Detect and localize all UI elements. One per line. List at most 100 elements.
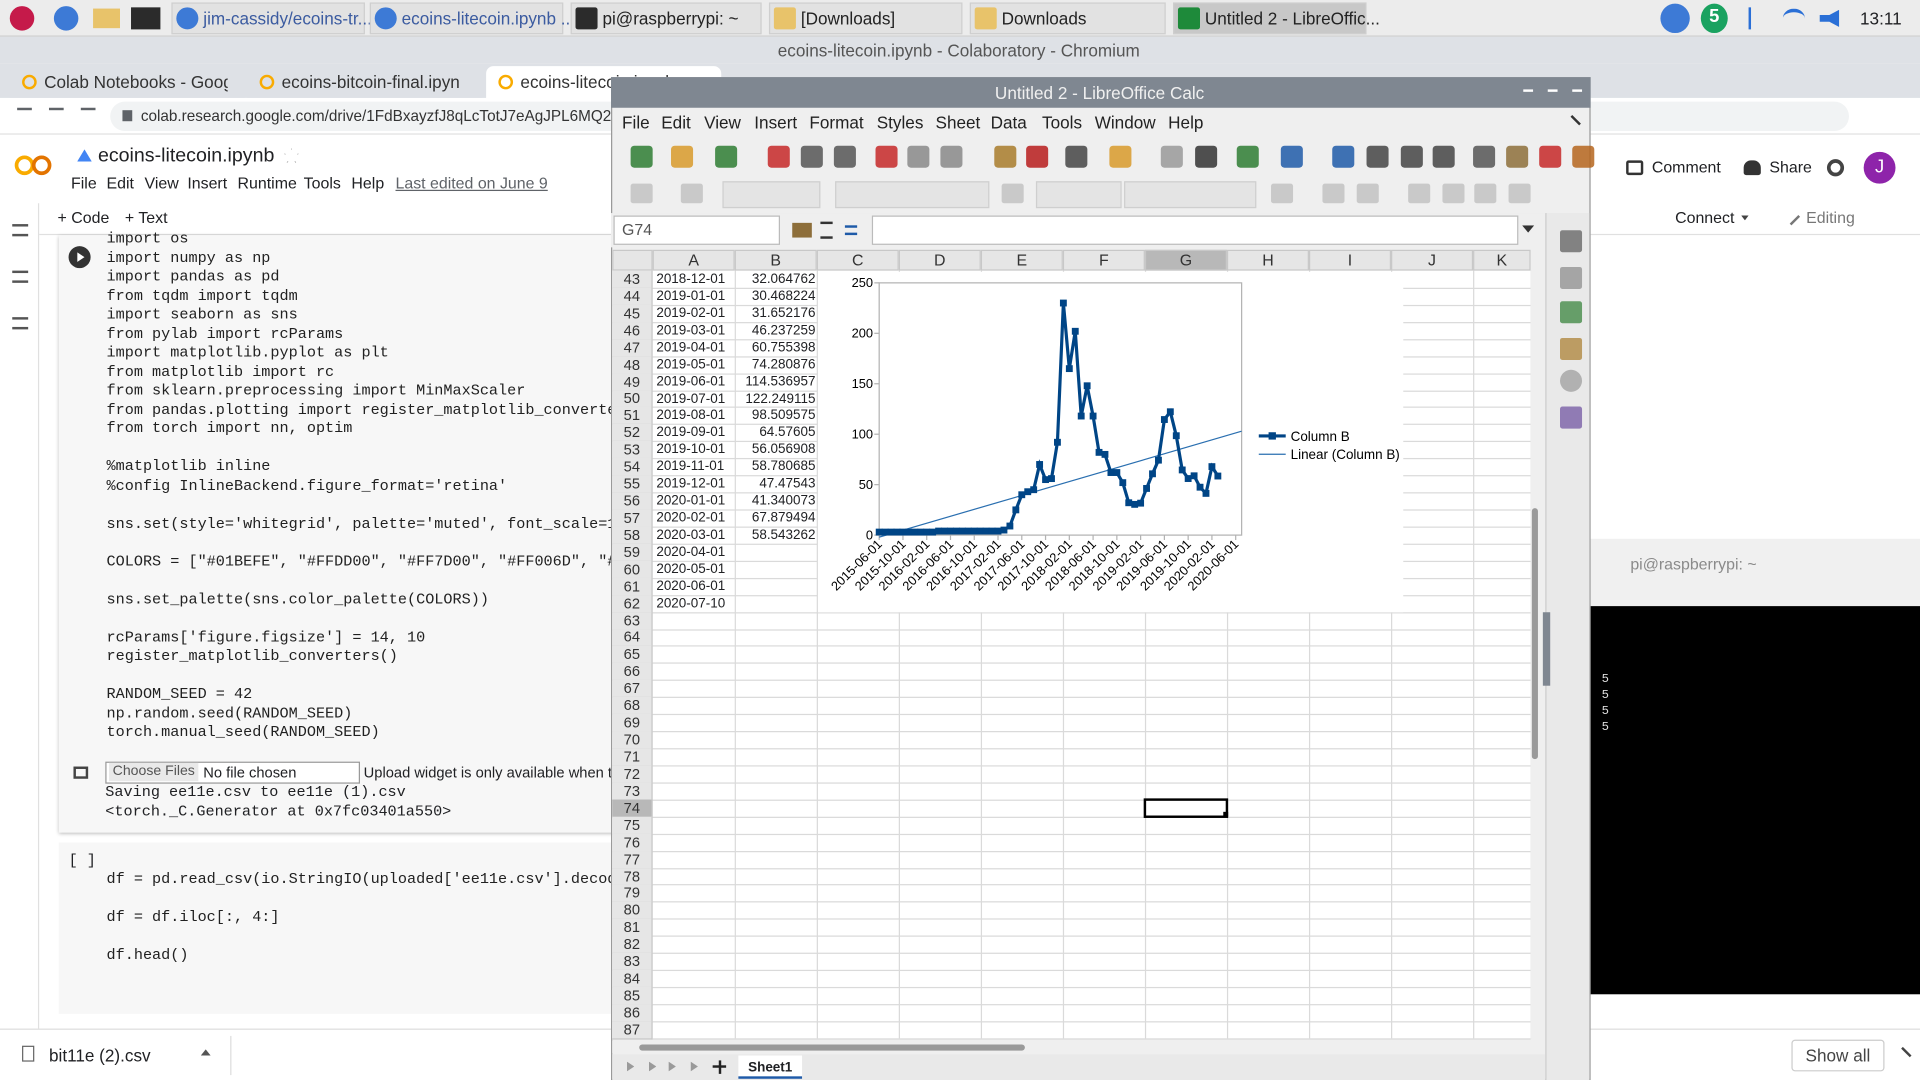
calc-menu-item[interactable]: Sheet	[935, 112, 981, 133]
column-label[interactable]: G	[1179, 251, 1193, 270]
row-label[interactable]: 45	[623, 304, 641, 322]
row-label[interactable]: 84	[623, 969, 641, 988]
row-label[interactable]: 65	[623, 645, 641, 663]
row-label[interactable]: 52	[623, 424, 641, 442]
column-label[interactable]: C	[851, 251, 864, 270]
calc-menu-item[interactable]: Tools	[1042, 112, 1083, 133]
row-label[interactable]: 48	[623, 355, 641, 373]
cell[interactable]: 2020-05-01	[656, 561, 726, 577]
cell[interactable]: 98.509575	[751, 408, 816, 423]
cell[interactable]: 60.755398	[751, 340, 816, 355]
tab-title[interactable]: ecoins-bitcoin-final.ipyn	[281, 72, 460, 92]
cell[interactable]: 32.064762	[751, 271, 816, 287]
add-text[interactable]: + Text	[124, 208, 168, 227]
notebook-name[interactable]: ecoins-litecoin.ipynb	[97, 145, 275, 167]
row-label[interactable]: 83	[623, 952, 641, 970]
row-label[interactable]: 85	[623, 986, 641, 1005]
sheet-tab[interactable]: Sheet1	[748, 1060, 793, 1076]
column-label[interactable]: E	[1016, 251, 1028, 270]
row-label[interactable]: 64	[623, 628, 641, 646]
calc-menu-item[interactable]: Format	[809, 112, 864, 133]
cell[interactable]: 2020-01-01	[656, 493, 726, 509]
row-label[interactable]: 53	[623, 441, 641, 459]
comment-button[interactable]: Comment	[1651, 157, 1721, 177]
last-edited[interactable]: Last edited on June 9	[395, 173, 548, 193]
cell[interactable]: 2019-11-01	[656, 459, 725, 475]
calc-menu-item[interactable]: Help	[1168, 112, 1204, 133]
download-item[interactable]: bit11e (2).csv	[48, 1045, 151, 1066]
calc-menu-item[interactable]: Insert	[754, 112, 798, 133]
menu-item[interactable]: Edit	[106, 173, 134, 193]
row-label[interactable]: 47	[623, 338, 641, 356]
taskbar-item[interactable]: Untitled 2 - LibreOffic...	[1204, 8, 1380, 29]
row-label[interactable]: 78	[623, 867, 641, 885]
calc-menu-item[interactable]: View	[704, 112, 741, 133]
menu-item[interactable]: Tools	[303, 173, 341, 193]
row-label[interactable]: 59	[623, 543, 641, 561]
row-label[interactable]: 46	[623, 321, 641, 339]
show-all-button[interactable]: Show all	[1805, 1045, 1871, 1066]
row-label[interactable]: 56	[623, 492, 641, 510]
column-label[interactable]: F	[1098, 251, 1109, 270]
menu-item[interactable]: Insert	[187, 173, 228, 193]
cell[interactable]: 2019-09-01	[656, 425, 726, 441]
row-label[interactable]: 54	[623, 458, 641, 476]
row-label[interactable]: 74	[623, 799, 641, 817]
cell[interactable]: 2019-10-01	[656, 442, 726, 458]
calc-menu-item[interactable]: File	[622, 112, 650, 133]
cell[interactable]: 2019-03-01	[656, 322, 726, 338]
cell[interactable]: 64.57605	[759, 425, 816, 441]
row-label[interactable]: 67	[623, 679, 641, 698]
row-label[interactable]: 86	[623, 1004, 641, 1022]
row-label[interactable]: 69	[623, 714, 641, 732]
row-label[interactable]: 58	[623, 526, 641, 544]
cell[interactable]: 2019-04-01	[656, 340, 726, 355]
cell[interactable]: 58.543262	[751, 527, 816, 543]
row-label[interactable]: 60	[623, 560, 641, 578]
url[interactable]: colab.research.google.com/drive/1FdBxayz…	[140, 107, 650, 125]
tab-title[interactable]: Colab Notebooks - Goog	[44, 72, 228, 92]
column-label[interactable]: K	[1496, 251, 1508, 270]
row-label[interactable]: 87	[623, 1021, 641, 1039]
column-label[interactable]: B	[770, 251, 782, 270]
cell[interactable]: 58.780685	[751, 459, 816, 475]
cell[interactable]: 41.340073	[751, 493, 816, 509]
cell[interactable]: 2019-08-01	[656, 408, 726, 423]
row-label[interactable]: 68	[623, 696, 641, 715]
taskbar-item[interactable]: jim-cassidy/ecoins-tr...	[203, 8, 372, 29]
cell[interactable]: 2019-06-01	[656, 374, 726, 389]
cell[interactable]: 2020-02-01	[656, 510, 726, 526]
row-label[interactable]: 82	[623, 935, 641, 953]
choose-files-button[interactable]: Choose Files	[108, 762, 199, 782]
cell[interactable]: 2020-07-10	[656, 595, 726, 611]
cell[interactable]: 2018-12-01	[656, 271, 726, 287]
column-label[interactable]: J	[1428, 251, 1437, 270]
cell-prompt[interactable]: [ ]	[68, 852, 96, 870]
connect-button[interactable]: Connect	[1675, 208, 1735, 227]
add-code[interactable]: + Code	[57, 208, 110, 227]
row-label[interactable]: 66	[623, 662, 641, 681]
cell[interactable]: 74.280876	[751, 357, 816, 372]
row-label[interactable]: 81	[623, 918, 641, 936]
cell[interactable]: 2019-02-01	[656, 305, 726, 321]
taskbar-item[interactable]: Downloads	[1001, 8, 1087, 29]
cell[interactable]: 122.249115	[745, 391, 816, 406]
calc-menu-item[interactable]: Styles	[876, 112, 924, 133]
cell[interactable]: 56.056908	[751, 442, 816, 458]
cell[interactable]: 2019-07-01	[656, 391, 726, 406]
column-label[interactable]: A	[688, 251, 699, 270]
column-label[interactable]: D	[934, 251, 946, 270]
cell[interactable]: 2019-05-01	[656, 357, 726, 372]
row-label[interactable]: 44	[623, 287, 641, 305]
row-label[interactable]: 62	[623, 594, 641, 612]
calc-menu-item[interactable]: Window	[1094, 112, 1156, 133]
cell[interactable]: 2019-12-01	[656, 476, 726, 492]
cell[interactable]: 47.47543	[759, 476, 816, 492]
row-label[interactable]: 77	[623, 850, 641, 868]
row-label[interactable]: 63	[623, 611, 641, 629]
menu-item[interactable]: View	[144, 173, 179, 193]
column-label[interactable]: I	[1347, 251, 1353, 270]
row-label[interactable]: 75	[623, 816, 641, 834]
row-label[interactable]: 71	[623, 748, 641, 766]
menu-item[interactable]: Help	[351, 173, 385, 193]
